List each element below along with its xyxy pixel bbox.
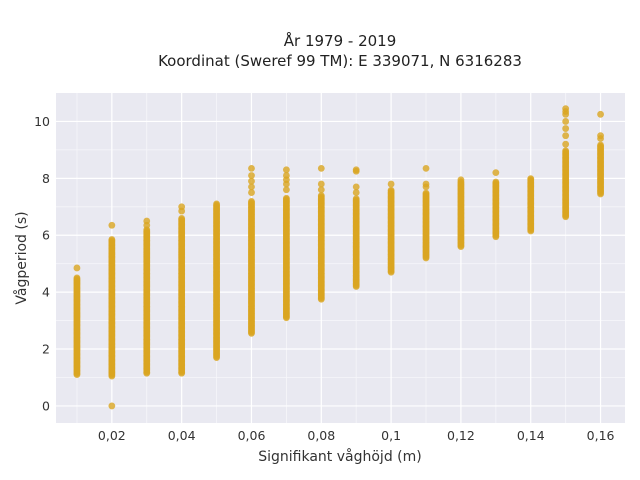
data-points bbox=[73, 105, 604, 410]
data-point bbox=[562, 118, 570, 125]
data-point bbox=[178, 215, 186, 222]
data-point bbox=[317, 164, 325, 172]
data-point bbox=[457, 176, 465, 184]
data-point bbox=[352, 189, 360, 196]
data-point bbox=[597, 110, 604, 118]
data-point bbox=[387, 186, 395, 194]
chart-title: År 1979 - 2019 bbox=[284, 31, 397, 50]
data-point bbox=[73, 274, 81, 282]
data-point bbox=[352, 183, 360, 191]
data-point bbox=[248, 164, 255, 172]
data-point bbox=[282, 186, 290, 194]
x-tick-label: 0,14 bbox=[517, 428, 545, 443]
data-point bbox=[492, 169, 500, 177]
x-tick-label: 0,12 bbox=[447, 428, 475, 443]
x-tick-label: 0,06 bbox=[238, 428, 266, 443]
data-point bbox=[422, 180, 430, 188]
data-point bbox=[213, 200, 220, 208]
data-point bbox=[562, 147, 570, 155]
tick-labels: 0,02 0,04 0,06 0,08 0,1 0,12 0,14 0,16 0 2 4 6 8 10 bbox=[34, 114, 614, 443]
data-point bbox=[317, 186, 325, 194]
y-tick-label: 0 bbox=[42, 398, 50, 413]
y-axis-label: Vågperiod (s) bbox=[13, 211, 30, 304]
x-axis-label: Signifikant våghöjd (m) bbox=[258, 448, 421, 465]
x-tick-label: 0,08 bbox=[307, 428, 335, 443]
data-point bbox=[248, 177, 255, 185]
chart-subtitle: Koordinat (Sweref 99 TM): E 339071, N 63… bbox=[158, 52, 522, 70]
data-point bbox=[248, 172, 255, 179]
data-point bbox=[597, 132, 604, 140]
data-point bbox=[527, 175, 535, 183]
data-point bbox=[282, 194, 290, 202]
data-point bbox=[282, 166, 290, 174]
y-tick-label: 4 bbox=[42, 285, 50, 300]
data-point bbox=[562, 105, 570, 113]
plot-area bbox=[56, 93, 625, 423]
data-point bbox=[352, 166, 360, 174]
data-point bbox=[562, 140, 570, 148]
x-tick-label: 0,04 bbox=[168, 428, 196, 443]
data-point bbox=[422, 189, 430, 197]
data-point bbox=[108, 236, 116, 243]
data-point bbox=[73, 264, 81, 272]
y-tick-label: 2 bbox=[42, 342, 50, 357]
y-tick-label: 6 bbox=[42, 228, 50, 243]
data-point bbox=[597, 141, 604, 149]
data-point bbox=[108, 402, 116, 410]
data-point bbox=[248, 189, 255, 196]
x-tick-label: 0,1 bbox=[381, 428, 401, 443]
data-point bbox=[492, 178, 500, 186]
data-point bbox=[387, 180, 395, 188]
data-point bbox=[352, 195, 360, 203]
data-point bbox=[108, 221, 116, 229]
data-point bbox=[562, 132, 570, 140]
y-tick-label: 10 bbox=[34, 114, 50, 129]
data-point bbox=[317, 192, 325, 200]
data-point bbox=[282, 172, 290, 179]
data-point bbox=[143, 217, 151, 225]
x-tick-label: 0,02 bbox=[98, 428, 126, 443]
data-point bbox=[317, 180, 325, 188]
data-point bbox=[248, 183, 255, 191]
data-point bbox=[248, 197, 255, 205]
y-tick-label: 8 bbox=[42, 171, 50, 186]
x-tick-label: 0,16 bbox=[587, 428, 615, 443]
data-point bbox=[562, 125, 570, 132]
data-point bbox=[178, 203, 186, 211]
data-point bbox=[422, 164, 430, 172]
